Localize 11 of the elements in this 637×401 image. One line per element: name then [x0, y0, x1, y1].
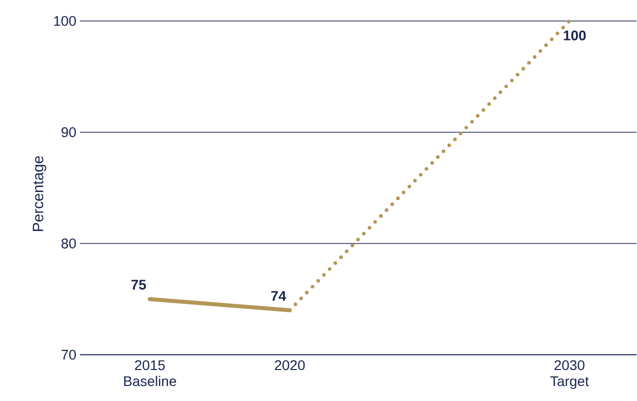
- data-label: 74: [271, 291, 286, 301]
- y-tick-label: 90: [62, 127, 76, 138]
- x-tick-label: 2030 Target: [550, 360, 589, 390]
- data-label: 100: [564, 30, 586, 41]
- data-label: 75: [131, 280, 146, 290]
- y-tick-label: 80: [61, 238, 76, 249]
- x-tick-label: 2015 Baseline: [124, 360, 176, 386]
- y-tick-label: 70: [62, 350, 76, 360]
- y-axis-title: Percentage: [32, 156, 46, 232]
- x-tick-label: 2020: [274, 360, 305, 370]
- y-tick-label: 100: [54, 16, 76, 26]
